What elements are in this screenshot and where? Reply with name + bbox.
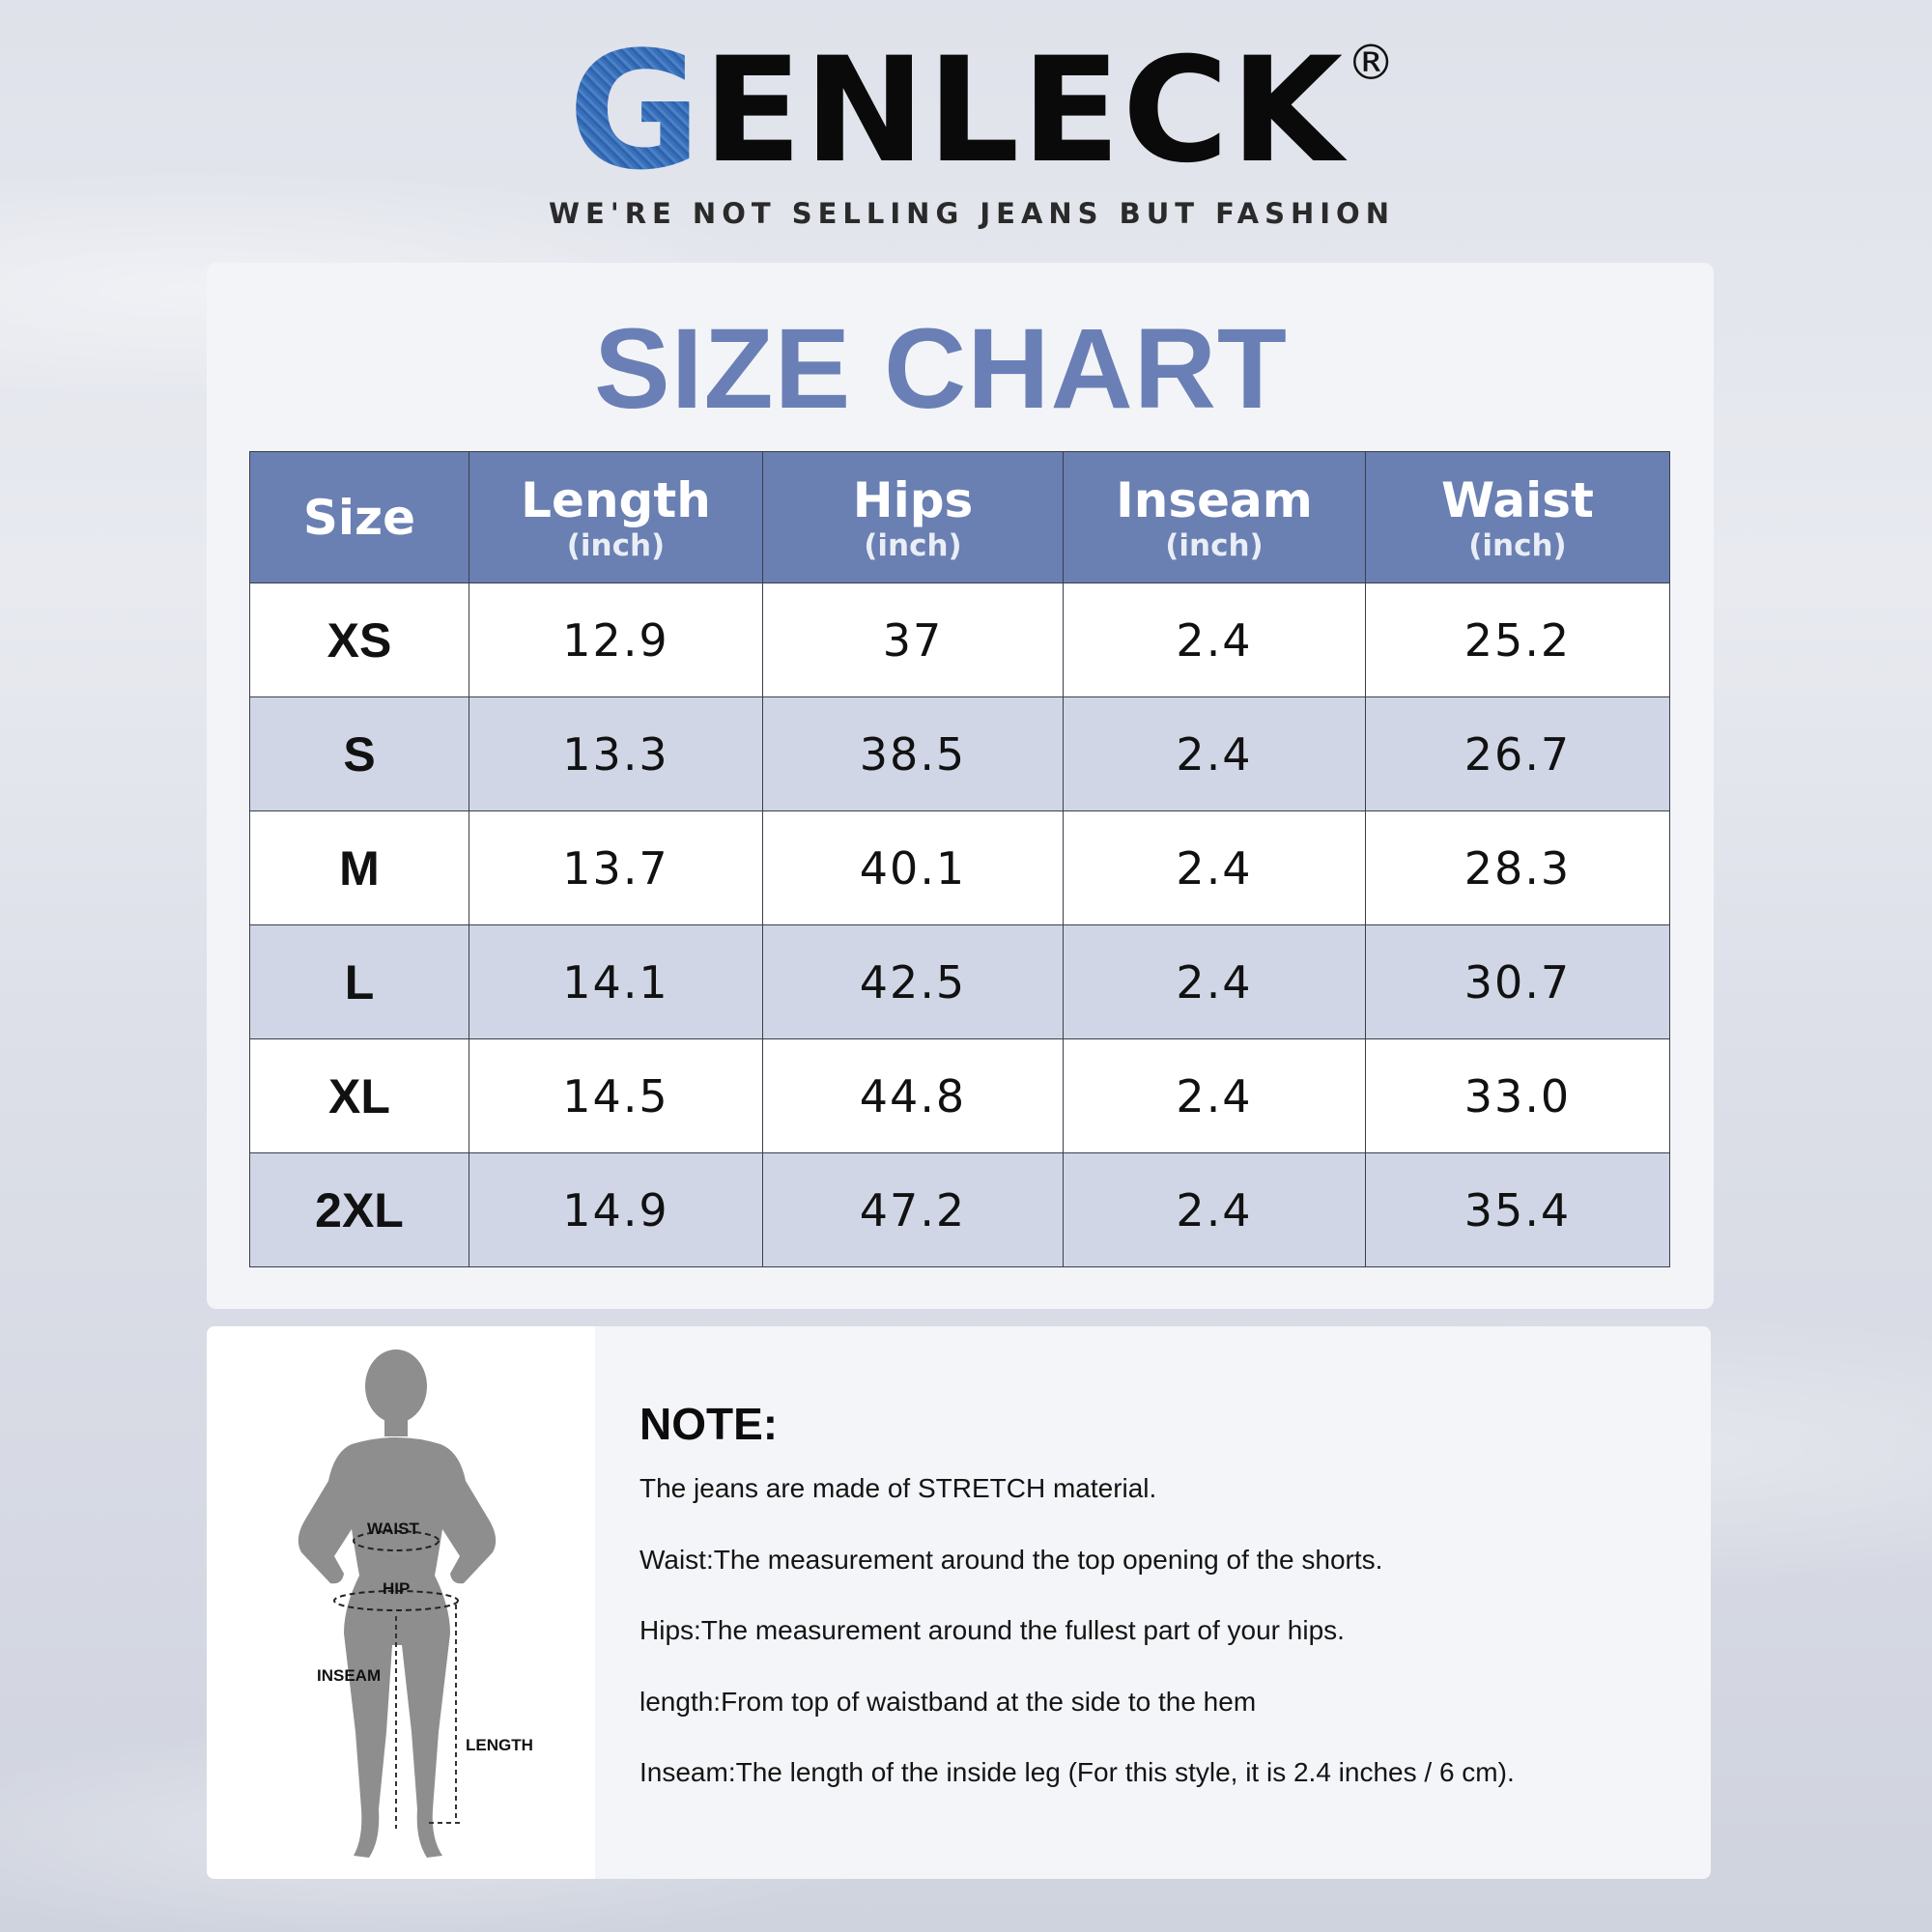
column-header-hips: Hips (inch) bbox=[762, 451, 1064, 583]
figure-head bbox=[365, 1350, 427, 1423]
inseam-cell: 2.4 bbox=[1063, 1038, 1366, 1153]
length-cell: 14.5 bbox=[469, 1038, 763, 1153]
column-header-label: Size bbox=[302, 489, 416, 546]
note-line-inseam: Inseam:The length of the inside leg (For… bbox=[639, 1757, 1515, 1787]
inseam-cell: 2.4 bbox=[1063, 810, 1366, 925]
table-row: S 13.3 38.5 2.4 26.7 bbox=[249, 696, 1670, 811]
note-line-hips: Hips:The measurement around the fullest … bbox=[639, 1615, 1345, 1645]
inseam-label: INSEAM bbox=[317, 1666, 382, 1685]
waist-cell: 28.3 bbox=[1365, 810, 1670, 925]
measurement-figure: WAIST HIP INSEAM LENGTH bbox=[207, 1326, 595, 1879]
length-cell: 12.9 bbox=[469, 582, 763, 697]
size-cell: 2XL bbox=[249, 1152, 469, 1267]
waist-cell: 25.2 bbox=[1365, 582, 1670, 697]
waist-cell: 26.7 bbox=[1365, 696, 1670, 811]
length-cell: 14.1 bbox=[469, 924, 763, 1039]
column-header-size: Size bbox=[249, 451, 469, 583]
column-header-label: Length bbox=[521, 471, 711, 528]
hip-label: HIP bbox=[383, 1579, 411, 1598]
inseam-cell: 2.4 bbox=[1063, 582, 1366, 697]
length-cell: 13.3 bbox=[469, 696, 763, 811]
size-chart-table: Size Length (inch) Hips (inch) Inseam (inch… bbox=[249, 451, 1670, 1267]
hips-cell: 44.8 bbox=[762, 1038, 1064, 1153]
size-chart-title: SIZE CHART bbox=[594, 305, 1288, 433]
length-cell: 14.9 bbox=[469, 1152, 763, 1267]
inseam-cell: 2.4 bbox=[1063, 1152, 1366, 1267]
column-header-inseam: Inseam (inch) bbox=[1063, 451, 1366, 583]
hips-cell: 47.2 bbox=[762, 1152, 1064, 1267]
table-row: L 14.1 42.5 2.4 30.7 bbox=[249, 924, 1670, 1039]
table-header-row: Size Length (inch) Hips (inch) Inseam (inch… bbox=[249, 451, 1670, 583]
table-row: 2XL 14.9 47.2 2.4 35.4 bbox=[249, 1152, 1670, 1267]
size-cell: S bbox=[249, 696, 469, 811]
column-header-waist: Waist (inch) bbox=[1365, 451, 1670, 583]
size-cell: L bbox=[249, 924, 469, 1039]
note-line-stretch: The jeans are made of STRETCH material. bbox=[639, 1473, 1157, 1503]
note-line-waist: Waist:The measurement around the top ope… bbox=[639, 1544, 1383, 1575]
registered-mark: ® bbox=[1347, 35, 1396, 91]
inseam-cell: 2.4 bbox=[1063, 696, 1366, 811]
waist-cell: 33.0 bbox=[1365, 1038, 1670, 1153]
length-cell: 13.7 bbox=[469, 810, 763, 925]
column-header-label: Inseam bbox=[1116, 471, 1313, 528]
note-panel: WAIST HIP INSEAM LENGTH NOTE: The jeans … bbox=[207, 1326, 1711, 1879]
hips-cell: 40.1 bbox=[762, 810, 1064, 925]
figure-neck bbox=[384, 1415, 408, 1436]
note-line-length: length:From top of waistband at the side… bbox=[639, 1686, 1257, 1717]
waist-cell: 30.7 bbox=[1365, 924, 1670, 1039]
note-block: NOTE: The jeans are made of STRETCH mate… bbox=[639, 1398, 1683, 1827]
hips-cell: 38.5 bbox=[762, 696, 1064, 811]
brand-header: G ENLECK ® WE'RE NOT SELLING JEANS BUT FA… bbox=[0, 16, 1932, 230]
column-header-unit: (inch) bbox=[864, 527, 962, 563]
column-header-length: Length (inch) bbox=[469, 451, 763, 583]
column-header-unit: (inch) bbox=[1468, 527, 1567, 563]
body-silhouette-figure bbox=[298, 1350, 497, 1858]
column-header-label: Waist bbox=[1441, 471, 1594, 528]
logo-denim-letter: G bbox=[567, 16, 703, 206]
size-cell: XS bbox=[249, 582, 469, 697]
size-cell: XL bbox=[249, 1038, 469, 1153]
column-header-unit: (inch) bbox=[1165, 527, 1264, 563]
brand-logo: G ENLECK ® bbox=[567, 16, 1395, 206]
inseam-cell: 2.4 bbox=[1063, 924, 1366, 1039]
table-row: XL 14.5 44.8 2.4 33.0 bbox=[249, 1038, 1670, 1153]
size-chart-panel: SIZE CHART Size Length (inch) Hips (inch) … bbox=[207, 263, 1714, 1309]
logo-wordmark: ENLECK bbox=[702, 27, 1346, 195]
hips-cell: 37 bbox=[762, 582, 1064, 697]
figure-body bbox=[298, 1437, 497, 1858]
length-label: LENGTH bbox=[466, 1736, 533, 1754]
waist-label: WAIST bbox=[367, 1520, 419, 1538]
column-header-unit: (inch) bbox=[566, 527, 666, 563]
hips-cell: 42.5 bbox=[762, 924, 1064, 1039]
size-cell: M bbox=[249, 810, 469, 925]
table-row: M 13.7 40.1 2.4 28.3 bbox=[249, 810, 1670, 925]
note-title: NOTE: bbox=[639, 1399, 779, 1449]
waist-cell: 35.4 bbox=[1365, 1152, 1670, 1267]
hip-measure-line bbox=[333, 1590, 459, 1611]
table-row: XS 12.9 37 2.4 25.2 bbox=[249, 582, 1670, 697]
brand-tagline: WE'RE NOT SELLING JEANS BUT FASHION bbox=[549, 197, 1395, 230]
column-header-label: Hips bbox=[852, 471, 974, 528]
waist-measure-line bbox=[353, 1530, 440, 1551]
